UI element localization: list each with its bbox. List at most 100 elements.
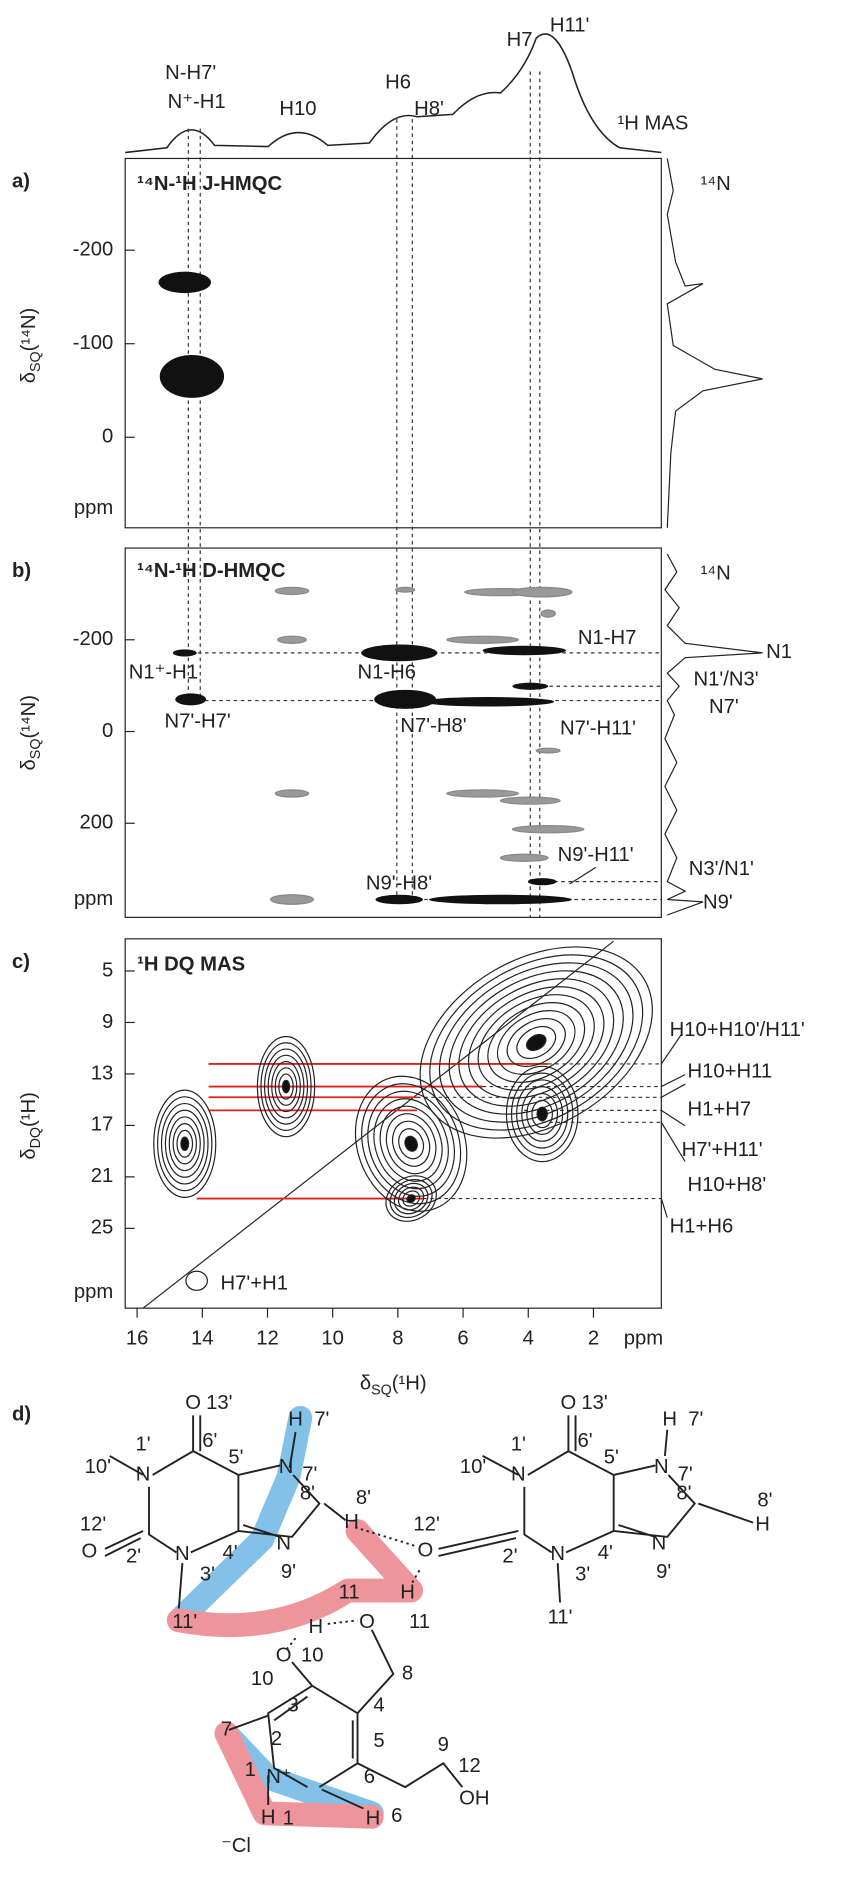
y-unit: ppm xyxy=(74,1281,113,1303)
atom-label: 11 xyxy=(339,1581,360,1603)
atom-label: O xyxy=(418,1540,434,1562)
x-axis-label: δSQ(¹H) xyxy=(360,1373,427,1398)
contour xyxy=(271,1060,301,1113)
contour xyxy=(389,1179,433,1219)
y-axis-label: δSQ(¹⁴N) xyxy=(18,695,43,770)
atom-label: 3' xyxy=(575,1563,590,1585)
panel-b-frame xyxy=(124,547,662,918)
atom-label: 7 xyxy=(221,1718,232,1740)
structure-bonds xyxy=(104,1415,754,1810)
atom-label: H xyxy=(662,1409,677,1431)
contour xyxy=(385,1175,437,1222)
contour xyxy=(526,1092,559,1135)
contour xyxy=(153,1089,217,1198)
label-part: DQ xyxy=(28,1127,44,1148)
contour xyxy=(487,1002,586,1083)
contour xyxy=(536,1106,548,1122)
contour xyxy=(175,693,207,706)
atom-label: O xyxy=(185,1392,201,1414)
contour xyxy=(505,1065,579,1163)
contour xyxy=(168,1116,201,1172)
panel-title: ¹⁴N-¹H J-HMQC xyxy=(137,173,282,195)
contour xyxy=(354,1075,468,1212)
dq-arrows xyxy=(569,866,686,1218)
peak-annotation: H7'+H1 xyxy=(221,1273,288,1295)
atom-label: 3' xyxy=(200,1563,215,1585)
atom-label: 6 xyxy=(364,1766,375,1788)
contour xyxy=(391,1120,431,1167)
contour xyxy=(510,1072,574,1156)
contour xyxy=(159,355,225,398)
label-part: SQ xyxy=(371,1382,392,1398)
atom-label: 8' xyxy=(676,1482,691,1504)
atom-label: N⁺ xyxy=(266,1766,291,1788)
atom-label: 1' xyxy=(135,1434,150,1456)
atom-label: N xyxy=(511,1463,526,1485)
y-axis-label: δSQ(¹⁴N) xyxy=(18,308,43,383)
contour xyxy=(506,1018,566,1067)
y-tick-label: 9 xyxy=(102,1011,113,1033)
diagonal xyxy=(142,940,615,1309)
contour xyxy=(521,1086,564,1142)
peak-annotation: N7' xyxy=(709,696,739,718)
atom-label: 7' xyxy=(302,1463,317,1485)
contour xyxy=(527,878,557,886)
contour xyxy=(535,747,561,754)
atom-label: 8' xyxy=(300,1482,315,1504)
peak-annotation: N7'-H7' xyxy=(165,710,231,732)
contour xyxy=(361,644,438,662)
panel-title: ¹⁴N-¹H D-HMQC xyxy=(137,560,286,582)
y-tick-label: -100 xyxy=(73,332,114,354)
y-tick-label: 13 xyxy=(91,1062,114,1084)
contour xyxy=(256,1035,316,1138)
y-tick-label: -200 xyxy=(73,628,114,650)
contour xyxy=(406,1194,416,1203)
contour xyxy=(176,1129,194,1158)
peak-annotation: N1⁺-H1 xyxy=(129,661,198,683)
atom-label: H xyxy=(400,1581,415,1603)
contour xyxy=(429,954,644,1131)
peak-label: H10 xyxy=(279,98,316,120)
label-part: SQ xyxy=(28,351,44,372)
projection-label: ¹⁴N xyxy=(701,563,731,585)
peak-annotation: N1-H7 xyxy=(578,627,637,649)
atom-label: H xyxy=(366,1808,381,1830)
contour xyxy=(281,1079,291,1094)
contour xyxy=(467,986,605,1099)
y-unit: ppm xyxy=(74,888,113,910)
atom-label: 4' xyxy=(222,1542,237,1564)
atom-label: 10' xyxy=(85,1456,111,1478)
label-part: (¹H) xyxy=(18,1092,40,1127)
contour xyxy=(496,1010,576,1075)
atom-label: 11' xyxy=(172,1611,197,1633)
contour xyxy=(277,635,307,644)
contour xyxy=(267,1054,305,1119)
contour xyxy=(172,649,197,657)
contour xyxy=(385,1113,437,1175)
contour xyxy=(263,1048,309,1125)
atom-label: 10 xyxy=(251,1668,274,1690)
atom-label: 6' xyxy=(578,1430,593,1452)
contour xyxy=(374,689,437,709)
atom-label: 6' xyxy=(202,1430,217,1452)
contour xyxy=(160,1102,209,1185)
atom-label: N xyxy=(136,1463,151,1485)
atom-label: 13' xyxy=(581,1392,607,1414)
x-tick-label: 16 xyxy=(126,1327,149,1349)
atom-label: 9' xyxy=(281,1561,296,1583)
contour xyxy=(429,894,572,905)
atom-label: 7' xyxy=(678,1463,693,1485)
x-tick-label: 6 xyxy=(457,1327,468,1349)
contour xyxy=(446,635,519,644)
atom-label: 6 xyxy=(391,1805,402,1827)
x-tick-label: 14 xyxy=(191,1327,214,1349)
atom-label: 10 xyxy=(301,1644,324,1666)
panel-letter: a) xyxy=(12,171,30,193)
contour xyxy=(448,970,624,1115)
peak-annotation: H1+H7 xyxy=(688,1099,752,1121)
atom-label: 10' xyxy=(460,1456,486,1478)
atom-label: N xyxy=(550,1543,565,1565)
contour xyxy=(185,1270,208,1291)
contour xyxy=(158,271,211,294)
atom-label: 12 xyxy=(458,1755,481,1777)
